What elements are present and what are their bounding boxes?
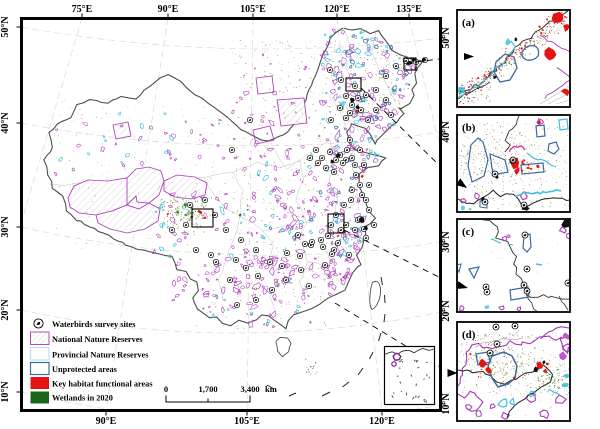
- svg-text:National Nature Reserves: National Nature Reserves: [52, 335, 143, 344]
- svg-text:105°E: 105°E: [234, 416, 260, 427]
- svg-text:3,400: 3,400: [240, 384, 259, 394]
- svg-text:120°E: 120°E: [369, 416, 395, 427]
- svg-text:(a): (a): [462, 17, 475, 29]
- svg-text:120°E: 120°E: [324, 4, 350, 15]
- svg-text:10°N: 10°N: [441, 393, 452, 415]
- svg-text:90°E: 90°E: [158, 4, 179, 15]
- svg-text:30°N: 30°N: [0, 216, 11, 238]
- svg-text:(b): (b): [462, 122, 476, 134]
- svg-text:Unprotected areas: Unprotected areas: [52, 365, 118, 374]
- svg-text:Provincial Nature Reserves: Provincial Nature Reserves: [52, 351, 149, 360]
- svg-text:Waterbirds survey sites: Waterbirds survey sites: [52, 320, 136, 329]
- svg-text:10°N: 10°N: [0, 381, 11, 403]
- svg-text:km: km: [265, 384, 277, 394]
- svg-text:Key habitat functional areas: Key habitat functional areas: [52, 380, 153, 389]
- svg-text:135°E: 135°E: [396, 4, 422, 15]
- svg-text:40°N: 40°N: [441, 121, 452, 143]
- svg-text:90°E: 90°E: [96, 416, 117, 427]
- svg-text:50°N: 50°N: [0, 16, 11, 38]
- svg-text:(d): (d): [462, 329, 476, 341]
- svg-text:105°E: 105°E: [240, 4, 266, 15]
- svg-text:30°N: 30°N: [441, 231, 452, 253]
- svg-text:(c): (c): [462, 226, 475, 238]
- svg-text:Wetlands in 2020: Wetlands in 2020: [52, 394, 113, 403]
- svg-text:20°N: 20°N: [441, 300, 452, 322]
- svg-text:40°N: 40°N: [0, 112, 11, 134]
- svg-text:20°N: 20°N: [0, 299, 11, 321]
- svg-text:75°E: 75°E: [72, 4, 93, 15]
- svg-text:1,700: 1,700: [198, 384, 217, 394]
- svg-text:0: 0: [164, 384, 168, 394]
- svg-text:50°N: 50°N: [441, 27, 452, 49]
